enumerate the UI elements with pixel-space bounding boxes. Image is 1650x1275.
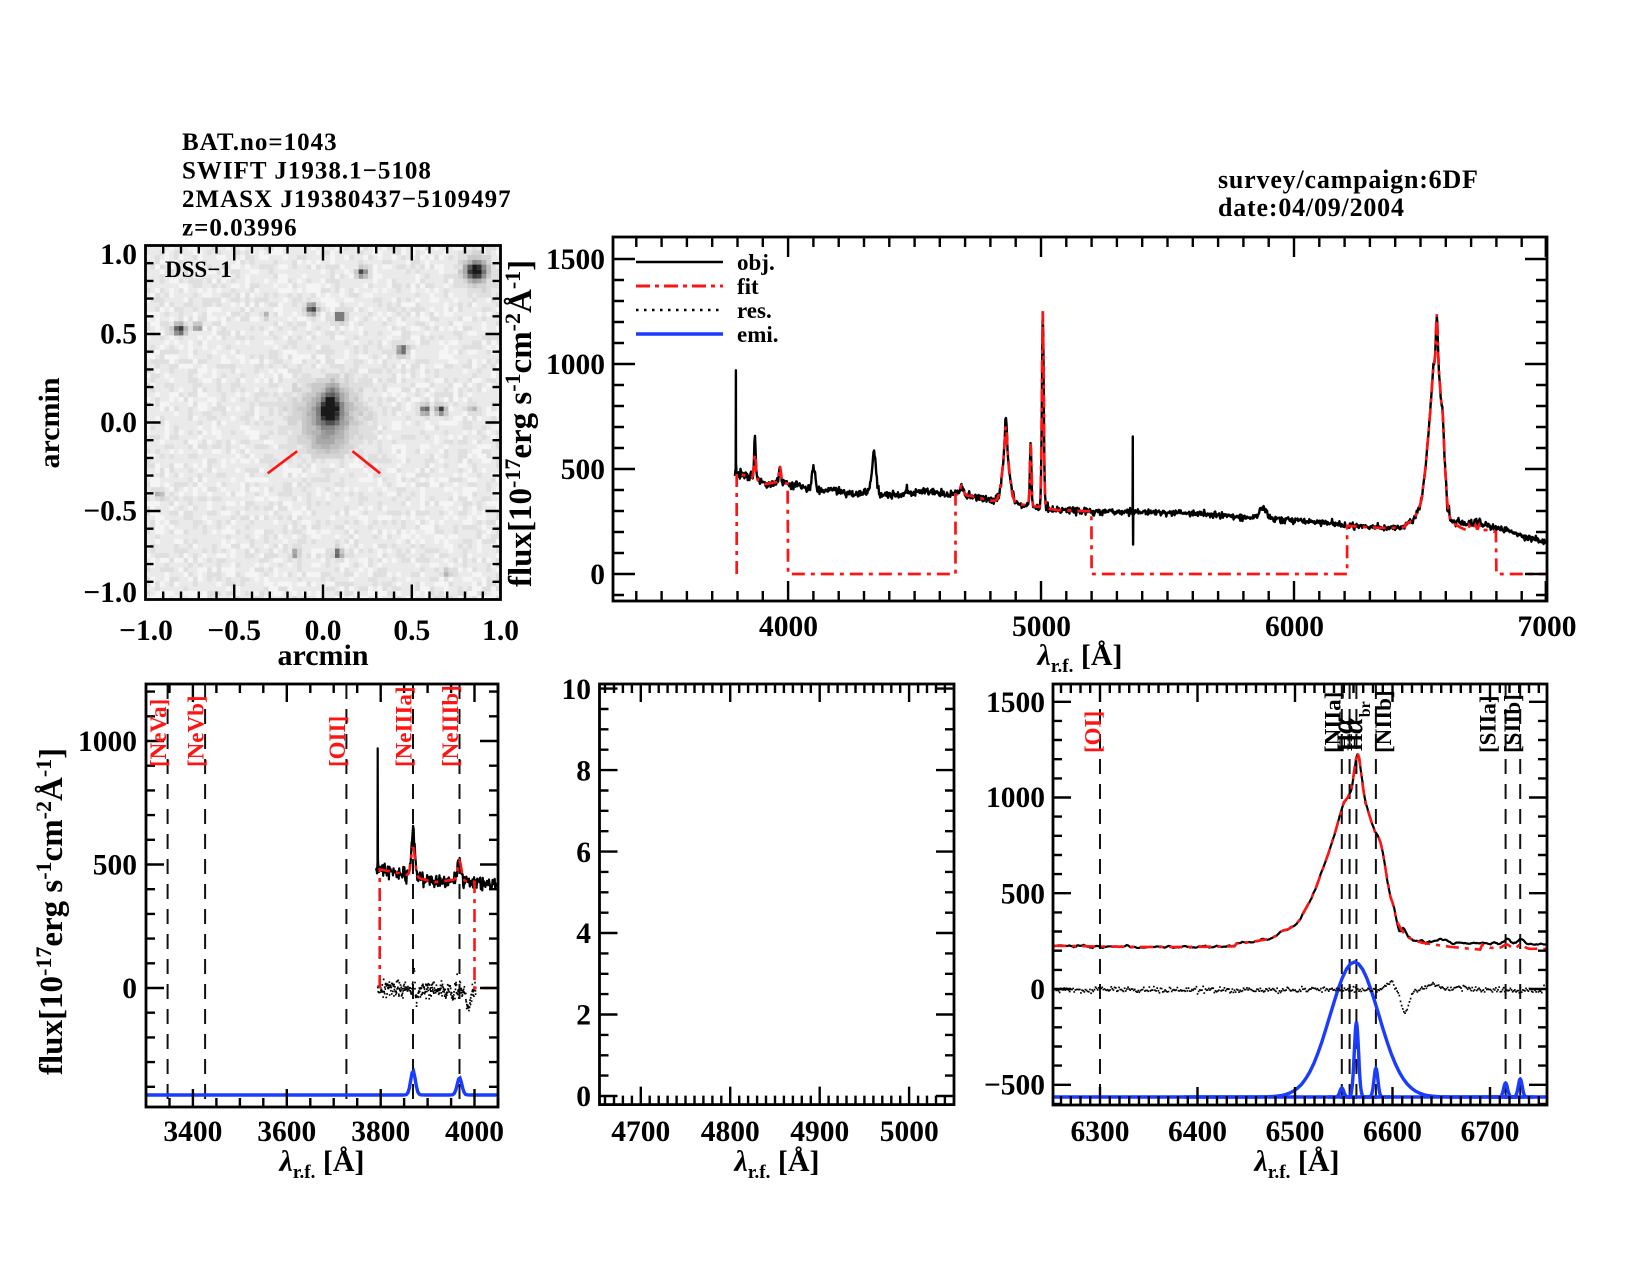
svg-text:[NeVb]: [NeVb] (184, 695, 209, 767)
svg-text:6000: 6000 (1265, 611, 1324, 643)
svg-text:6700: 6700 (1461, 1116, 1520, 1148)
svg-text:z=0.03996: z=0.03996 (182, 215, 298, 242)
svg-text:6500: 6500 (1266, 1116, 1325, 1148)
svg-text:BAT.no=1043: BAT.no=1043 (182, 129, 338, 156)
svg-text:emi.: emi. (737, 322, 779, 347)
svg-text:arcmin: arcmin (33, 377, 66, 468)
svg-text:5000: 5000 (1012, 611, 1071, 643)
svg-text:−0.5: −0.5 (83, 496, 137, 528)
svg-text:500: 500 (1001, 879, 1045, 911)
svg-text:5000: 5000 (880, 1116, 939, 1148)
svg-text:flux[10-17erg s-1cm-2Å-1]: flux[10-17erg s-1cm-2Å-1] (31, 748, 70, 1075)
svg-text:10: 10 (562, 674, 592, 706)
svg-text:0.5: 0.5 (100, 319, 137, 351)
svg-text:6600: 6600 (1363, 1116, 1422, 1148)
svg-text:8: 8 (576, 755, 591, 787)
svg-text:λr.f. [Å]: λr.f. [Å] (732, 1145, 819, 1183)
svg-text:4800: 4800 (701, 1116, 760, 1148)
svg-text:1500: 1500 (546, 244, 605, 276)
svg-text:−500: −500 (984, 1070, 1045, 1102)
svg-text:−1.0: −1.0 (119, 615, 173, 647)
svg-text:1500: 1500 (986, 687, 1045, 719)
svg-text:4000: 4000 (445, 1116, 504, 1148)
svg-text:0: 0 (576, 1081, 591, 1113)
svg-text:λr.f. [Å]: λr.f. [Å] (277, 1145, 364, 1183)
svg-text:7000: 7000 (1518, 611, 1577, 643)
svg-text:3400: 3400 (163, 1116, 222, 1148)
svg-text:3800: 3800 (351, 1116, 410, 1148)
svg-text:1.0: 1.0 (100, 239, 137, 271)
svg-text:500: 500 (561, 454, 605, 486)
svg-text:4700: 4700 (611, 1116, 670, 1148)
svg-text:Hα: Hα (1326, 717, 1359, 751)
svg-text:0.0: 0.0 (100, 407, 137, 439)
svg-text:[SIIa]: [SIIa] (1476, 695, 1501, 753)
svg-text:2MASX J19380437−5109497: 2MASX J19380437−5109497 (182, 186, 512, 213)
svg-text:−1.0: −1.0 (83, 577, 137, 609)
svg-text:0: 0 (122, 973, 137, 1005)
svg-text:arcmin: arcmin (277, 639, 368, 672)
svg-text:date:04/09/2004: date:04/09/2004 (1218, 193, 1405, 222)
svg-text:DSS−1: DSS−1 (165, 257, 232, 282)
svg-text:SWIFT J1938.1−5108: SWIFT J1938.1−5108 (182, 158, 432, 185)
svg-text:obj.: obj. (737, 250, 775, 275)
svg-text:λr.f. [Å]: λr.f. [Å] (1252, 1145, 1339, 1183)
svg-text:0.0: 0.0 (305, 615, 342, 647)
svg-text:1000: 1000 (986, 782, 1045, 814)
svg-text:[NIIb]: [NIIb] (1371, 690, 1396, 753)
svg-text:4: 4 (576, 918, 591, 950)
svg-text:1000: 1000 (78, 726, 137, 758)
svg-text:[SIIb]: [SIIb] (1500, 694, 1525, 753)
svg-text:0: 0 (1030, 974, 1045, 1006)
svg-text:[NeIIIa]: [NeIIIa] (392, 687, 417, 768)
svg-text:0.5: 0.5 (393, 615, 430, 647)
svg-text:6: 6 (576, 837, 591, 869)
svg-text:4000: 4000 (759, 611, 818, 643)
svg-text:res.: res. (737, 298, 772, 323)
svg-text:−0.5: −0.5 (207, 615, 261, 647)
svg-text:[OII]: [OII] (325, 716, 350, 767)
svg-text:6400: 6400 (1168, 1116, 1227, 1148)
svg-text:[NIIa]: [NIIa] (1321, 692, 1346, 753)
svg-text:2: 2 (576, 1000, 591, 1032)
svg-text:[NeVa]: [NeVa] (146, 699, 171, 767)
svg-text:[OI]: [OI] (1081, 711, 1106, 753)
svg-text:flux[10-17erg s-1cm-2Å-1]: flux[10-17erg s-1cm-2Å-1] (500, 260, 539, 587)
svg-text:[NeIIIb]: [NeIIIb] (438, 685, 463, 767)
svg-text:1.0: 1.0 (482, 615, 519, 647)
svg-text:6300: 6300 (1071, 1116, 1130, 1148)
svg-text:4900: 4900 (790, 1116, 849, 1148)
svg-text:1000: 1000 (546, 349, 605, 381)
svg-text:3600: 3600 (257, 1116, 316, 1148)
svg-text:survey/campaign:6DF: survey/campaign:6DF (1218, 165, 1479, 194)
svg-text:fit: fit (737, 274, 759, 299)
svg-text:λr.f. [Å]: λr.f. [Å] (1035, 639, 1122, 677)
svg-text:500: 500 (93, 850, 137, 882)
svg-text:0: 0 (590, 559, 605, 591)
